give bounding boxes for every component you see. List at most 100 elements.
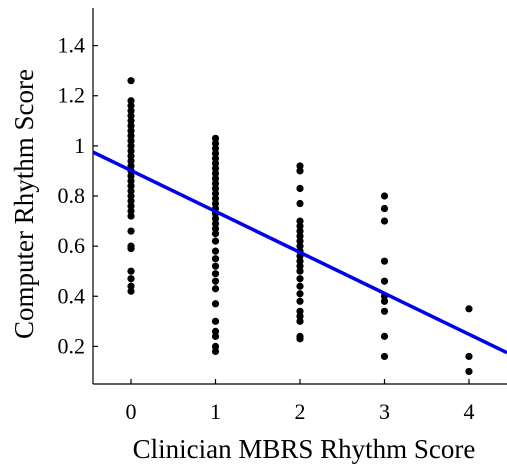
y-ticks: 0.2 0.4 0.6 0.8 1 1.2 1.4 <box>58 33 98 358</box>
y-tick-label: 1.2 <box>58 83 86 108</box>
data-point <box>211 300 220 308</box>
data-point <box>211 342 220 350</box>
data-point <box>127 267 135 275</box>
data-point <box>211 230 220 238</box>
x-ticks: 0 1 2 3 4 <box>126 379 474 424</box>
data-point <box>211 255 220 263</box>
data-point <box>296 335 304 343</box>
data-point <box>127 77 135 85</box>
data-point <box>211 179 220 188</box>
data-point <box>127 117 135 125</box>
data-point <box>127 192 135 200</box>
data-point <box>465 367 473 376</box>
data-point <box>296 275 304 283</box>
data-point <box>296 217 304 225</box>
data-point <box>380 204 389 213</box>
data-points <box>127 77 473 376</box>
data-point <box>465 305 473 313</box>
data-point <box>211 139 220 147</box>
data-point <box>296 227 304 235</box>
data-point <box>211 224 220 233</box>
regression-line <box>92 150 507 355</box>
data-point <box>211 277 220 285</box>
data-point <box>211 347 220 356</box>
x-axis-label: Clinician MBRS Rhythm Score <box>133 434 476 464</box>
data-point <box>127 157 135 165</box>
data-point <box>296 312 304 320</box>
data-point <box>380 277 389 285</box>
data-point <box>296 257 304 265</box>
data-point <box>296 262 304 270</box>
data-point <box>211 247 220 255</box>
data-point <box>296 307 304 315</box>
data-point <box>127 275 135 283</box>
data-point <box>296 222 304 230</box>
y-axis-label: Computer Rhythm Score <box>9 69 39 339</box>
data-point <box>211 134 220 142</box>
data-point <box>211 332 220 340</box>
y-tick-label: 1 <box>74 133 85 158</box>
data-point <box>127 97 135 105</box>
data-point <box>211 154 220 162</box>
data-point <box>211 219 220 228</box>
data-point <box>127 122 135 130</box>
data-point <box>127 127 135 135</box>
y-tick-label: 1.4 <box>58 33 86 58</box>
data-point <box>211 144 220 152</box>
data-point <box>127 162 135 170</box>
data-point <box>380 307 389 315</box>
y-tick-label: 0.8 <box>58 183 86 208</box>
x-tick-label: 0 <box>126 399 137 424</box>
data-point <box>127 207 135 215</box>
x-tick-label: 2 <box>295 399 306 424</box>
data-point <box>127 212 135 220</box>
data-point <box>211 262 220 270</box>
data-point <box>211 270 220 278</box>
data-point <box>127 287 135 295</box>
data-point <box>127 137 135 145</box>
data-point <box>127 132 135 140</box>
data-point <box>296 317 304 325</box>
data-point <box>211 285 220 293</box>
data-point <box>380 217 389 225</box>
data-point <box>465 352 473 361</box>
data-point <box>211 174 220 183</box>
data-point <box>211 164 220 173</box>
data-point <box>211 327 220 335</box>
y-tick-label: 0.4 <box>58 283 86 308</box>
y-tick-label: 0.2 <box>58 333 86 358</box>
data-point <box>211 184 220 193</box>
data-point <box>211 189 220 198</box>
data-point <box>296 237 304 245</box>
data-point <box>380 332 389 340</box>
axes <box>92 8 507 385</box>
data-point <box>127 197 135 205</box>
data-point <box>127 147 135 155</box>
data-point <box>296 184 304 193</box>
data-point <box>211 194 220 203</box>
data-point <box>211 149 220 157</box>
y-tick-label: 0.6 <box>58 233 86 258</box>
data-point <box>296 199 304 208</box>
data-point <box>380 257 389 265</box>
data-point <box>127 102 135 110</box>
data-point <box>296 162 304 170</box>
data-point <box>127 112 135 120</box>
data-point <box>127 152 135 160</box>
data-point <box>211 317 220 325</box>
data-point <box>127 187 135 195</box>
data-point <box>127 177 135 185</box>
data-point <box>296 167 304 175</box>
x-tick-label: 3 <box>379 399 390 424</box>
data-point <box>296 242 304 250</box>
data-point <box>211 214 220 223</box>
data-point <box>296 290 304 298</box>
data-point <box>296 282 304 290</box>
data-point <box>296 232 304 240</box>
data-point <box>127 172 135 180</box>
x-tick-label: 1 <box>210 399 221 424</box>
data-point <box>127 182 135 190</box>
data-point <box>380 352 389 361</box>
data-point <box>380 297 389 305</box>
